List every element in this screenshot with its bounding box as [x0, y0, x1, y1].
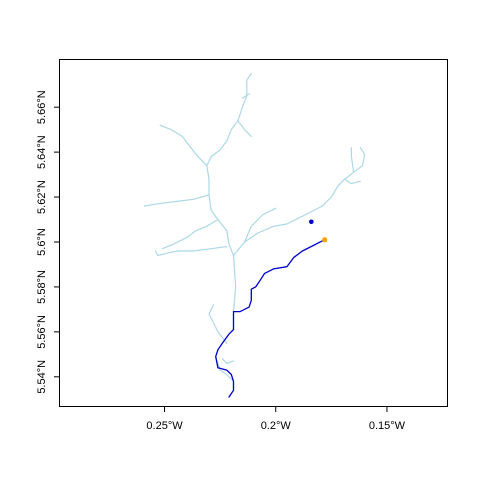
- river-segment-6: [155, 245, 228, 257]
- river-segment-7: [232, 147, 366, 257]
- flow-path-layer: [215, 239, 326, 398]
- river-segment-9: [344, 178, 361, 185]
- y-axis: 5.54°N 5.56°N 5.58°N 5.6°N 5.62°N 5.64°N 5.66°…: [36, 90, 60, 394]
- river-segment-10: [244, 207, 277, 243]
- x-axis: 0.25°W 0.2°W 0.15°W: [146, 406, 406, 432]
- plot-frame: [59, 59, 448, 407]
- y-tick-label-6: 5.66°N: [36, 90, 48, 124]
- y-tick-label-3: 5.6°N: [36, 228, 48, 256]
- y-tick-label-5: 5.64°N: [36, 135, 48, 169]
- x-tick-label-1: 0.2°W: [261, 420, 292, 432]
- river-segment-12: [221, 358, 235, 364]
- flow-path-line: [215, 239, 326, 398]
- river-segment-5: [161, 218, 219, 250]
- x-tick-label-2: 0.15°W: [369, 420, 406, 432]
- river-segment-2: [241, 93, 250, 99]
- point-layer: [309, 219, 328, 243]
- y-tick-label-2: 5.58°N: [36, 270, 48, 304]
- origin-point-marker: [322, 237, 328, 243]
- river-segment-1: [237, 120, 252, 137]
- x-tick-label-0: 0.25°W: [146, 420, 183, 432]
- river-segment-11: [208, 304, 228, 344]
- target-point-marker: [309, 219, 314, 225]
- river-segment-3: [159, 124, 208, 167]
- y-tick-label-1: 5.56°N: [36, 315, 48, 349]
- river-segment-8: [350, 147, 355, 173]
- river-segment-4: [143, 194, 210, 207]
- y-tick-label-4: 5.62°N: [36, 180, 48, 214]
- y-tick-label-0: 5.54°N: [36, 360, 48, 394]
